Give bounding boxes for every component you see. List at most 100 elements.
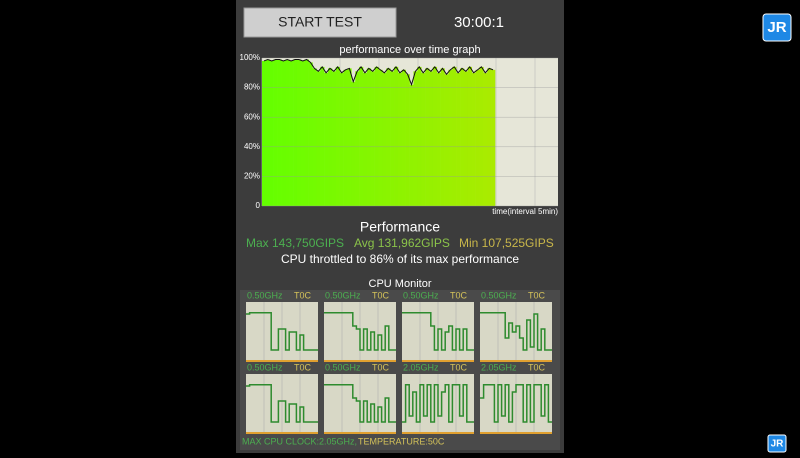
core-line	[480, 384, 552, 423]
perf-bar	[304, 59, 309, 207]
perf-bar	[331, 71, 337, 206]
perf-bar	[421, 72, 426, 206]
perf-bar	[405, 74, 410, 206]
perf-bar	[440, 68, 445, 206]
footer-temp: TEMPERATURE:50C	[358, 436, 445, 446]
perf-bar	[409, 84, 414, 206]
logo-box	[762, 13, 792, 42]
perf-bar	[285, 59, 290, 207]
core-temp: T0C	[528, 362, 546, 372]
core-temp: T0C	[450, 290, 468, 300]
start-button[interactable]	[243, 7, 397, 38]
perf-bar	[296, 59, 302, 207]
y-tick-label: 100%	[240, 53, 260, 62]
perf-bar	[289, 60, 294, 207]
perf-bar	[452, 66, 457, 206]
throttle-text: CPU throttled to 86% of its max performa…	[281, 252, 519, 266]
core-freq: 0.50GHz	[325, 362, 361, 372]
core-freq: 0.50GHz	[247, 290, 283, 300]
core-freq: 2.05GHz	[403, 362, 439, 372]
perf-bar	[339, 72, 344, 206]
core-freq: 0.50GHz	[325, 290, 361, 300]
perf-bar	[386, 68, 391, 206]
perf-bar	[428, 71, 434, 206]
footer-clock: MAX CPU CLOCK:2.05GHz,	[242, 436, 357, 446]
perf-bar	[269, 60, 274, 207]
logo-box-small	[767, 434, 787, 453]
perf-bar	[397, 72, 403, 206]
perf-bar	[374, 66, 379, 206]
perf-bar	[351, 81, 356, 206]
perf-bar	[378, 69, 383, 206]
perf-bar	[324, 72, 329, 206]
perf-bar	[401, 69, 406, 206]
core-temp: T0C	[372, 362, 390, 372]
perf-bar	[335, 66, 340, 206]
start-button-label[interactable]: START TEST	[278, 14, 362, 30]
perf-bar	[362, 72, 368, 206]
timer: 30:00:1	[454, 14, 504, 31]
perf-line	[263, 58, 494, 87]
perf-bar	[273, 59, 278, 207]
y-tick-label: 40%	[244, 142, 260, 151]
perf-bar	[366, 68, 372, 206]
core-freq: 0.50GHz	[481, 290, 517, 300]
y-tick-label: 20%	[244, 172, 260, 181]
perf-bar	[382, 72, 387, 206]
perf-bar	[359, 66, 364, 206]
core-line	[402, 312, 474, 351]
core-line	[246, 312, 318, 351]
core-freq: 0.50GHz	[247, 362, 283, 372]
y-tick-label: 0	[256, 201, 261, 210]
core-temp: T0C	[450, 362, 468, 372]
perf-bar	[413, 71, 418, 206]
perf-bar	[277, 59, 282, 207]
perf-bar	[316, 71, 321, 206]
perf-bar	[432, 66, 438, 206]
perf-bar	[281, 60, 286, 207]
logo: JR	[767, 19, 786, 36]
perf-bar	[467, 66, 472, 206]
x-axis-label: time(interval 5min)	[492, 207, 558, 216]
perf-bar	[394, 66, 399, 206]
core-line	[402, 384, 474, 423]
perf-bar	[448, 69, 453, 206]
max-stat: Max 143,750GIPS	[246, 236, 344, 250]
perf-bar	[436, 72, 441, 206]
perf-bar	[417, 66, 422, 206]
y-tick-label: 80%	[244, 83, 260, 92]
core-temp: T0C	[528, 290, 546, 300]
perf-bar	[487, 68, 492, 206]
perf-bar	[262, 60, 267, 207]
perf-bar	[320, 66, 325, 206]
perf-bar	[491, 69, 496, 206]
perf-bar	[343, 69, 348, 206]
core-freq: 2.05GHz	[481, 362, 517, 372]
min-stat: Min 107,525GIPS	[459, 236, 554, 250]
perf-bar	[312, 68, 317, 206]
core-line	[324, 312, 396, 351]
core-temp: T0C	[294, 290, 312, 300]
perf-bar	[300, 60, 306, 207]
performance-title: Performance	[360, 219, 440, 235]
perf-bar	[390, 71, 395, 206]
graph-title: performance over time graph	[339, 44, 480, 56]
perf-bar	[425, 68, 430, 206]
perf-bar	[479, 66, 484, 206]
perf-bar	[347, 68, 352, 206]
perf-bar	[460, 68, 465, 206]
perf-bar	[355, 71, 360, 206]
avg-stat: Avg 131,962GIPS	[354, 236, 450, 250]
perf-bar	[328, 68, 333, 206]
core-line	[480, 312, 552, 351]
core-line	[246, 384, 318, 423]
logo-small: JR	[771, 439, 785, 450]
perf-bar	[293, 59, 298, 207]
perf-bar	[456, 72, 461, 206]
perf-bar	[265, 59, 271, 207]
core-line	[324, 384, 396, 423]
perf-bar	[308, 62, 313, 206]
perf-bar	[471, 72, 476, 206]
perf-bar	[475, 69, 480, 206]
